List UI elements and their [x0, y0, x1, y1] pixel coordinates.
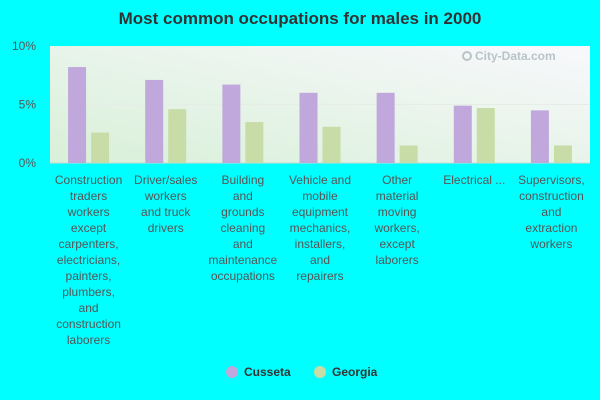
bar-georgia[interactable] [168, 109, 187, 163]
bar-georgia[interactable] [553, 145, 572, 163]
y-tick-label: 10% [12, 39, 36, 53]
legend-label-cusseta: Cusseta [244, 365, 291, 379]
bar-cusseta[interactable] [145, 79, 164, 163]
x-tick-label: Vehicle and mobile equipment mechanics, inst… [289, 173, 351, 283]
x-tick-label: Construction traders workers except carpente… [55, 173, 122, 347]
watermark-text: City-Data.com [475, 49, 556, 63]
chart-title: Most common occupations for males in 200… [119, 9, 482, 28]
legend-swatch-cusseta [226, 366, 238, 378]
y-tick-label: 5% [19, 98, 37, 112]
bar-cusseta[interactable] [222, 84, 241, 163]
x-tick-label: Electrical ... [443, 173, 505, 187]
bars [68, 67, 572, 163]
gridlines [50, 104, 590, 164]
legend-label-georgia: Georgia [332, 365, 378, 379]
x-tick-label: Building and grounds cleaning and maintenance… [208, 173, 277, 283]
bar-cusseta[interactable] [376, 92, 395, 163]
x-tick-label: Driver/sales workers and truck drivers [134, 173, 197, 235]
bar-georgia[interactable] [322, 126, 341, 163]
legend-swatch-georgia [314, 366, 326, 378]
bar-cusseta[interactable] [68, 67, 87, 163]
bar-cusseta[interactable] [453, 105, 472, 163]
bar-georgia[interactable] [399, 145, 418, 163]
bar-cusseta[interactable] [530, 110, 549, 163]
watermark: City-Data.com [462, 49, 556, 63]
y-tick-label: 0% [19, 156, 37, 170]
x-tick-label: Supervisors, construction and extraction wor… [518, 173, 585, 251]
bar-georgia[interactable] [476, 108, 495, 163]
bar-georgia[interactable] [91, 132, 110, 163]
search-icon [462, 51, 472, 61]
legend: Cusseta Georgia [226, 365, 378, 379]
x-tick-label: Other material moving workers, except laborer… [373, 173, 419, 267]
x-axis-labels: Construction traders workers except carpente… [55, 173, 585, 347]
bar-cusseta[interactable] [299, 92, 318, 163]
bar-georgia[interactable] [245, 122, 264, 163]
y-axis-ticks: 0% 5% 10% [12, 39, 36, 170]
